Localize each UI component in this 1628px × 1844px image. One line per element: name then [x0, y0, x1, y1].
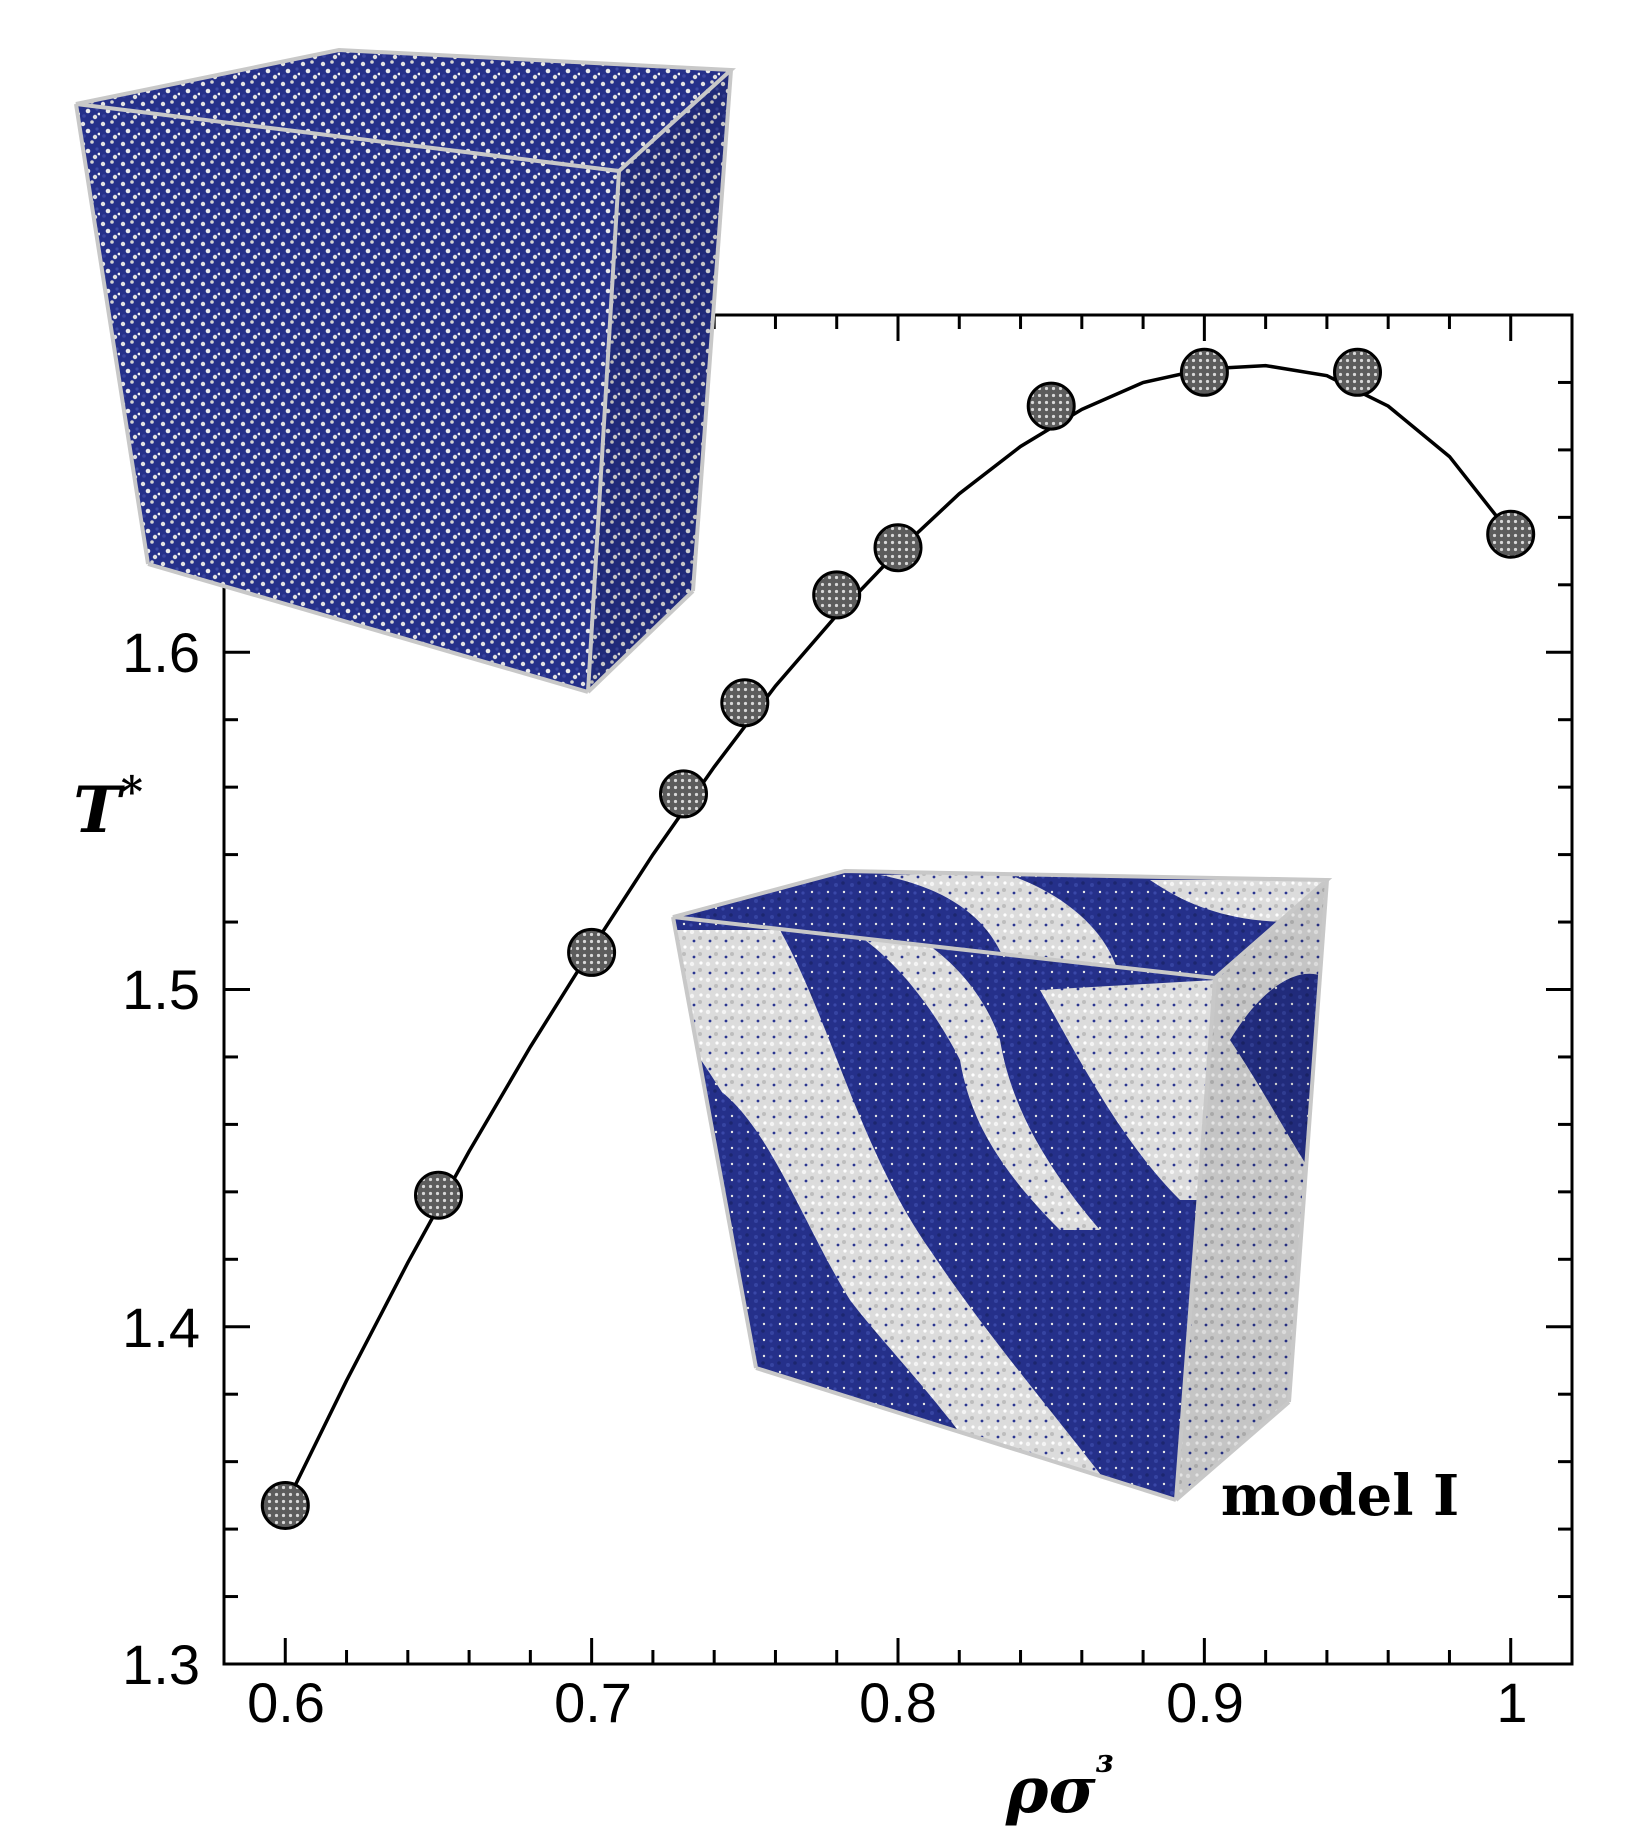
inset-b-box-edges — [671, 868, 1333, 1502]
data-point — [720, 678, 770, 728]
data-point — [1486, 509, 1536, 559]
data-point — [1026, 381, 1076, 431]
inset-a-box-edges — [74, 47, 736, 694]
data-point — [1333, 347, 1382, 397]
model-label: model I — [1221, 1463, 1459, 1529]
data-point — [873, 523, 923, 573]
y-tick-label: 1.5 — [122, 958, 200, 1021]
y-tick-labels: 1.3 1.4 1.5 1.6 — [122, 621, 200, 1696]
inset-a-top-face — [76, 50, 731, 171]
data-point — [414, 1170, 463, 1220]
data-markers — [260, 347, 1536, 1530]
y-tick-label: 1.6 — [122, 621, 200, 684]
x-tick-label: 0.8 — [859, 1671, 937, 1734]
x-tick-label: 0.7 — [554, 1671, 632, 1734]
inset-a-front-face — [76, 104, 619, 692]
data-point — [812, 570, 862, 620]
data-point — [260, 1481, 310, 1530]
inset-mixed-configuration — [74, 47, 736, 694]
x-tick-label: 0.9 — [1166, 1671, 1244, 1734]
x-tick-label: 1 — [1496, 1671, 1527, 1734]
data-point — [567, 927, 617, 977]
inset-demixed-configuration — [671, 868, 1333, 1502]
y-tick-label: 1.3 — [122, 1633, 200, 1696]
data-point — [659, 769, 708, 819]
x-tick-labels: 0.6 0.7 0.8 0.9 1 — [247, 1671, 1528, 1734]
y-axis-label: T* — [73, 767, 143, 848]
x-axis-label: ρσ³ — [1005, 1747, 1114, 1828]
y-tick-label: 1.4 — [122, 1296, 200, 1359]
x-tick-label: 0.6 — [247, 1671, 325, 1734]
data-point — [1179, 347, 1229, 397]
